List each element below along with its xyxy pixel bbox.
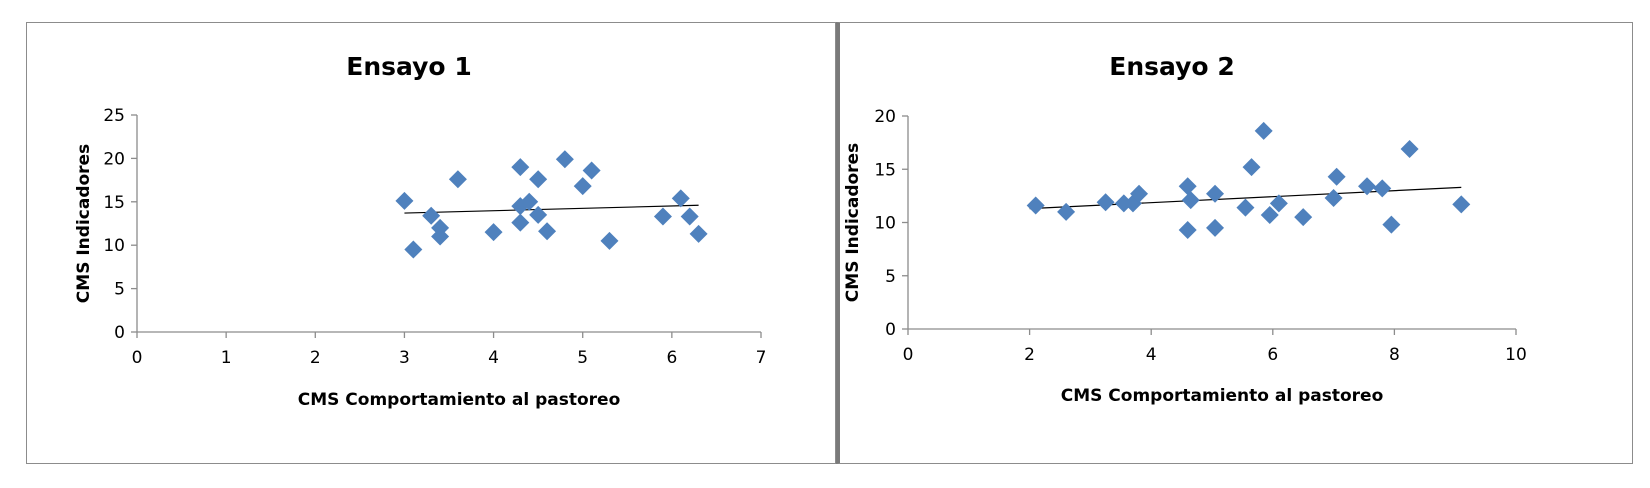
data-point (600, 231, 619, 250)
x-tick-label: 6 (666, 348, 677, 368)
data-point (1452, 195, 1471, 214)
data-point (511, 158, 530, 177)
x-tick-label: 1 (221, 348, 232, 368)
data-point (582, 161, 601, 180)
data-point (1269, 194, 1288, 213)
x-tick-label: 10 (1505, 345, 1527, 365)
data-point (1114, 194, 1133, 213)
data-point (573, 177, 592, 196)
y-tick-label: 20 (103, 149, 125, 169)
chart-panel-ensayo-1: Ensayo 1 0 5 10 15 20 25 0 1 2 3 4 5 6 7 CMS Comportami… (26, 22, 836, 464)
x-tick-label: 3 (399, 348, 410, 368)
y-tick-label: 10 (103, 236, 125, 256)
data-point (1382, 215, 1401, 234)
x-tick-label: 4 (488, 348, 499, 368)
data-point (1206, 184, 1225, 203)
chart-panel-ensayo-2: Ensayo 2 0 5 10 15 20 0 2 4 6 8 10 CMS Comportamient… (836, 22, 1633, 464)
y-axis-title: CMS Indicadores (843, 143, 863, 302)
x-axis-title: CMS Comportamiento al pastoreo (1061, 386, 1384, 406)
y-tick-label: 20 (874, 107, 896, 127)
y-tick-label: 10 (874, 214, 896, 234)
x-tick-label: 2 (310, 348, 321, 368)
x-tick-label: 4 (1146, 345, 1157, 365)
data-point (1057, 202, 1076, 221)
data-point (1327, 167, 1346, 186)
data-point (1373, 179, 1392, 198)
data-point (1178, 177, 1197, 196)
x-tick-label: 0 (903, 345, 914, 365)
y-tick-label: 0 (885, 320, 896, 340)
data-point (653, 207, 672, 226)
data-point (1130, 184, 1149, 203)
x-tick-label: 8 (1389, 345, 1400, 365)
chart-title: Ensayo 1 (346, 52, 471, 81)
data-point (1236, 198, 1255, 217)
data-point (1324, 189, 1343, 208)
data-point (1400, 140, 1419, 159)
chart-title: Ensayo 2 (1109, 52, 1234, 81)
data-point (448, 170, 467, 189)
data-point (1242, 158, 1261, 177)
data-point (1294, 208, 1313, 227)
data-point (404, 240, 423, 259)
x-tick-label: 0 (132, 348, 143, 368)
y-tick-label: 15 (874, 160, 896, 180)
data-point (1206, 218, 1225, 237)
data-point (511, 213, 530, 232)
y-tick-label: 15 (103, 193, 125, 213)
data-point (1358, 177, 1377, 196)
data-point (1181, 191, 1200, 210)
data-point (520, 192, 539, 211)
trendline (404, 204, 699, 214)
data-point (1096, 193, 1115, 212)
data-point (484, 223, 503, 242)
y-tick-label: 5 (885, 267, 896, 287)
y-tick-label: 5 (114, 280, 125, 300)
y-tick-label: 25 (103, 106, 125, 126)
data-point (422, 206, 441, 225)
data-point (1026, 196, 1045, 215)
data-point (680, 207, 699, 226)
data-point (529, 170, 548, 189)
data-point (1178, 220, 1197, 239)
y-tick-label: 0 (114, 323, 125, 343)
x-tick-label: 6 (1267, 345, 1278, 365)
data-point (538, 222, 557, 241)
data-point (555, 150, 574, 169)
x-tick-label: 2 (1024, 345, 1035, 365)
x-axis-title: CMS Comportamiento al pastoreo (298, 390, 621, 410)
y-axis-title: CMS Indicadores (74, 144, 94, 303)
x-tick-label: 5 (577, 348, 588, 368)
data-point (529, 205, 548, 224)
data-point (689, 224, 708, 243)
data-point (1254, 121, 1273, 140)
data-point (511, 197, 530, 216)
data-point (671, 189, 690, 208)
scatter-chart: Ensayo 2 0 5 10 15 20 0 2 4 6 8 10 CMS Comportamient… (843, 52, 1527, 406)
data-point (431, 227, 450, 246)
scatter-chart: Ensayo 1 0 5 10 15 20 25 0 1 2 3 4 5 6 7 CMS Comportami… (74, 52, 767, 410)
x-tick-label: 7 (756, 348, 767, 368)
data-point (1260, 206, 1279, 225)
data-point (395, 191, 414, 210)
